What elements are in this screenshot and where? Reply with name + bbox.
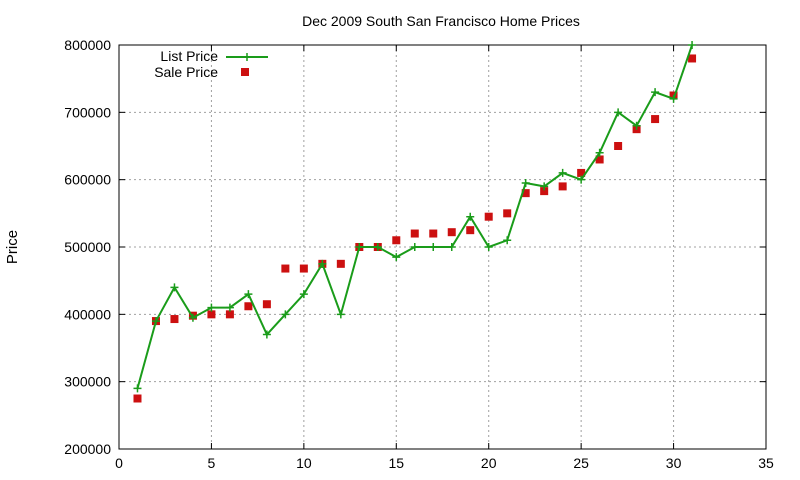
legend-label-list-price: List Price <box>160 48 218 64</box>
y-tick-label: 400000 <box>64 306 111 322</box>
y-tick-label: 300000 <box>64 374 111 390</box>
sale-price-point <box>651 115 660 124</box>
y-tick-label: 700000 <box>64 104 111 120</box>
sale-price-point <box>447 228 456 237</box>
list-price-point <box>133 384 142 393</box>
plot-frame <box>118 44 767 450</box>
list-price-point <box>244 290 253 299</box>
list-price-series <box>133 41 697 393</box>
list-price-point <box>651 88 660 97</box>
list-price-point <box>151 317 160 326</box>
sale-price-point <box>429 229 438 238</box>
series-layer <box>133 41 697 403</box>
list-price-point <box>318 259 327 268</box>
y-tick-label: 500000 <box>64 239 111 255</box>
list-price-point <box>299 290 308 299</box>
sale-price-point <box>577 168 586 177</box>
sale-price-point <box>688 54 697 63</box>
list-price-point <box>669 94 678 103</box>
list-price-point <box>188 313 197 322</box>
sale-price-point <box>558 182 567 191</box>
legend-label-sale-price: Sale Price <box>154 64 218 80</box>
y-tick-label: 200000 <box>64 441 111 457</box>
list-price-point <box>503 236 512 245</box>
x-tick-label: 30 <box>666 455 682 471</box>
list-price-point <box>614 108 623 117</box>
list-price-point <box>207 303 216 312</box>
sale-price-point <box>410 229 419 238</box>
sale-price-point <box>614 142 623 150</box>
sale-price-point <box>540 187 549 196</box>
list-price-point <box>521 179 530 188</box>
list-price-point <box>540 182 549 191</box>
sale-price-point <box>207 310 216 319</box>
list-price-point <box>225 303 234 312</box>
list-price-point <box>466 212 475 221</box>
y-tick-label: 800000 <box>64 37 111 53</box>
x-tick-label: 35 <box>758 455 774 471</box>
sale-price-point <box>392 236 401 245</box>
sale-price-point <box>336 259 345 268</box>
list-price-point <box>484 243 493 251</box>
legend-marker-list-price <box>243 53 251 61</box>
sale-price-point <box>503 209 512 218</box>
x-tick-label: 25 <box>573 455 589 471</box>
list-price-point <box>410 243 419 251</box>
list-price-point <box>392 253 401 262</box>
list-price-point <box>373 243 382 251</box>
list-price-point <box>281 310 290 319</box>
sale-price-point <box>466 226 475 235</box>
sale-price-point <box>262 300 271 309</box>
x-tick-label: 5 <box>208 455 216 471</box>
sale-price-point <box>595 155 604 164</box>
sale-price-point <box>225 310 234 319</box>
legend-marker-sale-price <box>241 68 249 76</box>
list-price-point <box>336 310 345 319</box>
sale-price-point <box>521 189 530 198</box>
sale-price-series <box>133 54 697 403</box>
list-price-point <box>429 243 438 251</box>
x-tick-label: 20 <box>481 455 497 471</box>
sale-price-point <box>299 264 308 273</box>
sale-price-point <box>281 264 290 273</box>
axis-ticks: 0 5 10 15 20 25 30 35 200000 300000 400000 500000 60… <box>64 37 774 471</box>
list-price-line <box>136 44 694 389</box>
x-tick-label: 10 <box>296 455 312 471</box>
list-price-point <box>355 243 364 251</box>
chart-title: Dec 2009 South San Francisco Home Prices <box>302 13 580 29</box>
x-tick-label: 15 <box>388 455 404 471</box>
list-price-point <box>577 175 586 184</box>
list-price-point <box>170 283 179 292</box>
x-tick-label: 0 <box>115 455 123 471</box>
sale-price-point <box>244 302 253 311</box>
list-price-point <box>632 121 641 130</box>
list-price-point <box>558 168 567 177</box>
list-price-point <box>595 148 604 157</box>
sale-price-point <box>484 212 493 221</box>
list-price-point <box>688 41 697 49</box>
sale-price-point <box>133 394 142 403</box>
list-price-point <box>447 243 456 251</box>
y-axis-label: Price <box>4 230 21 264</box>
list-price-point <box>262 330 271 339</box>
sale-price-point <box>170 315 179 324</box>
y-tick-label: 600000 <box>64 172 111 188</box>
